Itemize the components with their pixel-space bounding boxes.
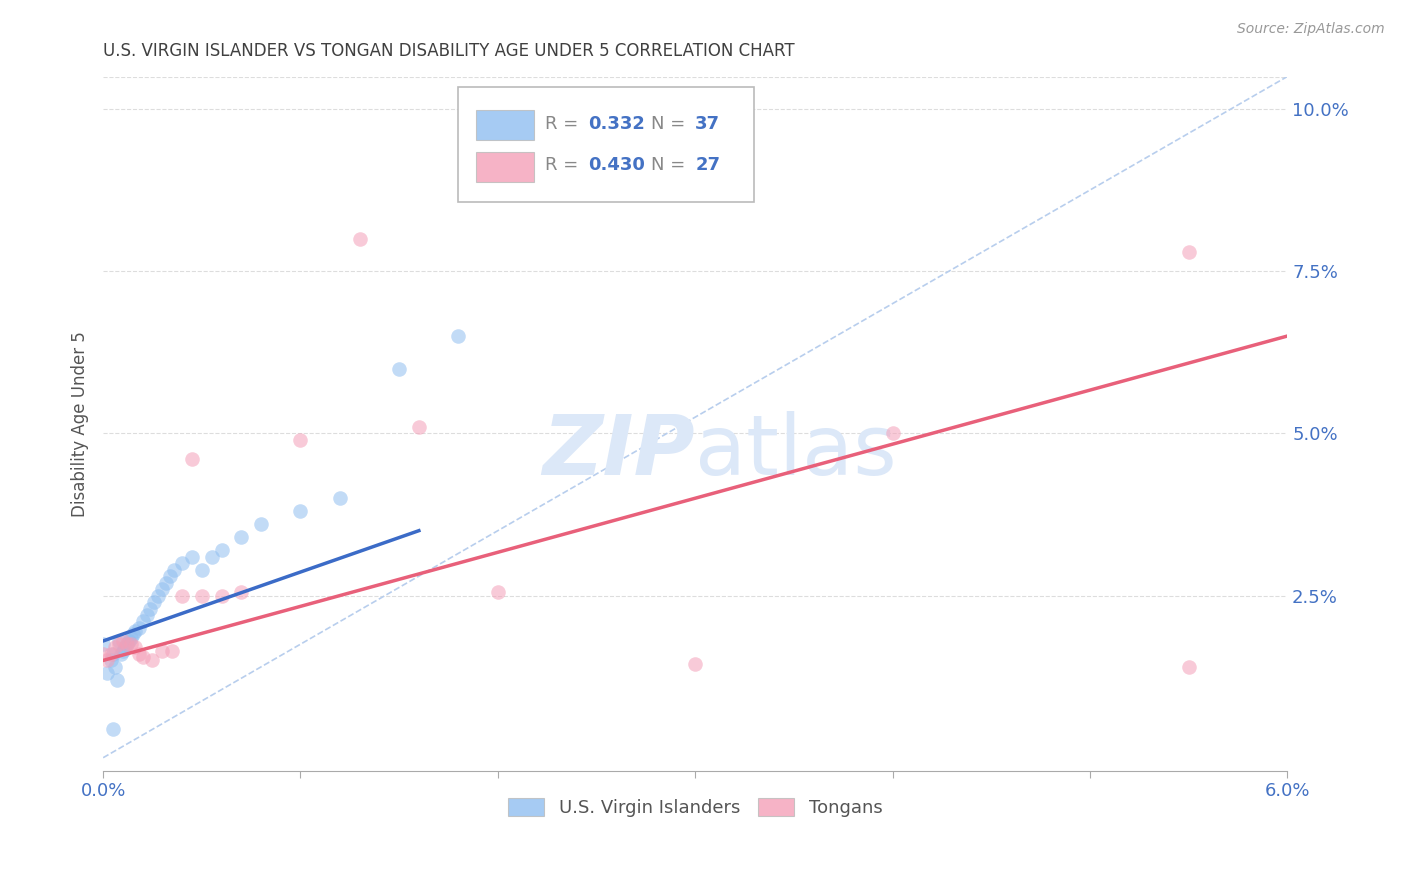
Point [135, 607, 157, 622]
Point [100, 647, 122, 661]
Point [104, 660, 127, 674]
Point [128, 647, 150, 661]
Text: atlas: atlas [695, 411, 897, 491]
Text: 27: 27 [695, 156, 720, 175]
Point [104, 640, 127, 655]
Point [170, 589, 193, 603]
Point [96, 653, 118, 667]
Point [290, 504, 312, 518]
Point [118, 634, 141, 648]
FancyBboxPatch shape [477, 110, 534, 140]
Point [141, 653, 163, 667]
Text: N =: N = [651, 115, 686, 133]
Point [120, 637, 142, 651]
Point [150, 582, 173, 596]
Point [250, 517, 273, 532]
Legend: U.S. Virgin Islanders, Tongans: U.S. Virgin Islanders, Tongans [501, 790, 890, 824]
Text: U.S. VIRGIN ISLANDER VS TONGAN DISABILITY AGE UNDER 5 CORRELATION CHART: U.S. VIRGIN ISLANDER VS TONGAN DISABILIT… [103, 42, 794, 60]
Point [143, 595, 166, 609]
Point [115, 637, 138, 651]
Point [882, 426, 904, 441]
Point [231, 530, 253, 544]
Point [100, 653, 122, 667]
FancyBboxPatch shape [477, 152, 534, 182]
Point [159, 569, 181, 583]
Text: Source: ZipAtlas.com: Source: ZipAtlas.com [1237, 22, 1385, 37]
Point [91, 647, 114, 661]
Text: N =: N = [651, 156, 686, 175]
Point [181, 549, 204, 564]
Point [191, 563, 214, 577]
Point [231, 585, 253, 599]
Point [170, 556, 193, 570]
Point [160, 643, 183, 657]
Text: ZIP: ZIP [543, 411, 695, 491]
Point [91, 637, 114, 651]
Point [124, 624, 146, 639]
Point [101, 647, 124, 661]
Point [201, 549, 224, 564]
Point [101, 722, 124, 736]
Point [148, 589, 170, 603]
Point [111, 643, 134, 657]
Point [121, 627, 143, 641]
Point [211, 543, 233, 558]
Point [408, 420, 430, 434]
Point [115, 637, 138, 651]
Point [131, 615, 153, 629]
Point [1177, 660, 1199, 674]
Point [111, 634, 134, 648]
Point [349, 232, 371, 246]
FancyBboxPatch shape [458, 87, 755, 202]
Text: 37: 37 [695, 115, 720, 133]
Text: R =: R = [544, 156, 578, 175]
Point [114, 640, 136, 655]
Point [290, 433, 312, 447]
Text: 0.332: 0.332 [589, 115, 645, 133]
Point [211, 589, 233, 603]
Point [110, 647, 132, 661]
Text: R =: R = [544, 115, 578, 133]
Point [388, 361, 411, 376]
Point [329, 491, 352, 506]
Text: 0.430: 0.430 [589, 156, 645, 175]
Point [447, 329, 470, 343]
Point [150, 643, 173, 657]
Point [105, 673, 128, 687]
Point [128, 621, 150, 635]
Point [120, 631, 142, 645]
Y-axis label: Disability Age Under 5: Disability Age Under 5 [72, 331, 89, 516]
Point [131, 650, 153, 665]
Point [96, 666, 118, 681]
Point [163, 563, 186, 577]
Point [191, 589, 214, 603]
Point [1177, 244, 1199, 259]
Point [486, 585, 509, 599]
Point [155, 575, 177, 590]
Point [108, 637, 131, 651]
Point [108, 634, 131, 648]
Point [683, 657, 706, 671]
Point [124, 640, 146, 655]
Point [139, 601, 162, 615]
Point [181, 452, 204, 467]
